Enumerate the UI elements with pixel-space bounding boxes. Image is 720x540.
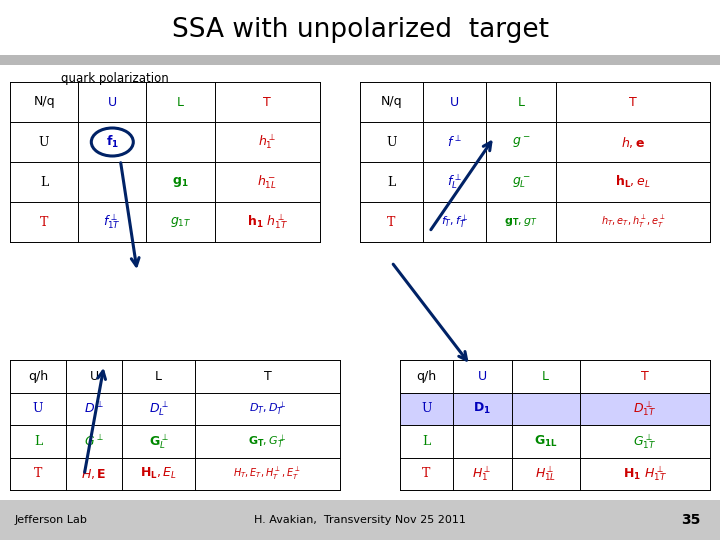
Text: L: L xyxy=(34,435,42,448)
Text: $H_T, E_T, H_T^\perp, E_T^\perp$: $H_T, E_T, H_T^\perp, E_T^\perp$ xyxy=(233,465,301,482)
Text: T: T xyxy=(422,467,431,480)
Text: $g_L^-$: $g_L^-$ xyxy=(512,174,531,190)
Text: U: U xyxy=(108,96,117,109)
Text: N/q: N/q xyxy=(33,96,55,109)
Bar xyxy=(0,500,720,540)
Text: $\mathbf{D_1}$: $\mathbf{D_1}$ xyxy=(473,401,491,416)
Bar xyxy=(0,55,720,65)
Text: $g^-$: $g^-$ xyxy=(512,134,531,150)
Text: q/h: q/h xyxy=(416,370,436,383)
Text: U: U xyxy=(33,402,43,415)
Text: $G^\perp$: $G^\perp$ xyxy=(84,434,104,449)
Text: L: L xyxy=(40,176,48,188)
Text: U: U xyxy=(477,370,487,383)
Text: T: T xyxy=(34,467,42,480)
Text: $\mathbf{G_T}, G_T^\perp$: $\mathbf{G_T}, G_T^\perp$ xyxy=(248,433,287,450)
Text: $H_1^\perp$: $H_1^\perp$ xyxy=(472,464,492,483)
Text: $\mathbf{h_L}, e_L$: $\mathbf{h_L}, e_L$ xyxy=(616,174,651,190)
Text: q/h: q/h xyxy=(28,370,48,383)
Text: L: L xyxy=(422,435,431,448)
Text: L: L xyxy=(518,96,524,109)
Text: U: U xyxy=(450,96,459,109)
Text: U: U xyxy=(39,136,50,148)
Text: $h_T, e_T, h_T^\perp, e_T^\perp$: $h_T, e_T, h_T^\perp, e_T^\perp$ xyxy=(600,214,665,230)
Text: $\mathbf{H_1}\ H_{1T}^\perp$: $\mathbf{H_1}\ H_{1T}^\perp$ xyxy=(623,464,667,483)
Text: $h_1^\perp$: $h_1^\perp$ xyxy=(258,133,276,151)
Text: $\mathbf{g_1}$: $\mathbf{g_1}$ xyxy=(172,175,189,189)
Text: $f^\perp$: $f^\perp$ xyxy=(447,134,462,150)
Text: T: T xyxy=(264,96,271,109)
Text: U: U xyxy=(421,402,431,415)
Text: $g_{1T}$: $g_{1T}$ xyxy=(170,215,192,229)
Text: $H_{1L}^\perp$: $H_{1L}^\perp$ xyxy=(535,464,557,483)
Text: $\mathbf{G}_L^\perp$: $\mathbf{G}_L^\perp$ xyxy=(148,432,168,450)
Text: $D^\perp$: $D^\perp$ xyxy=(84,401,104,416)
Text: U: U xyxy=(386,136,397,148)
Text: $h, \mathbf{e}$: $h, \mathbf{e}$ xyxy=(621,134,645,150)
Text: L: L xyxy=(387,176,395,188)
Text: T: T xyxy=(40,215,48,228)
Text: Jefferson Lab: Jefferson Lab xyxy=(15,515,88,525)
Text: T: T xyxy=(641,370,649,383)
Text: $f_{1T}^\perp$: $f_{1T}^\perp$ xyxy=(104,213,121,231)
Text: H. Avakian,  Transversity Nov 25 2011: H. Avakian, Transversity Nov 25 2011 xyxy=(254,515,466,525)
Text: $f_L^\perp$: $f_L^\perp$ xyxy=(447,173,462,191)
Text: T: T xyxy=(629,96,637,109)
Text: $\mathbf{G_{1L}}$: $\mathbf{G_{1L}}$ xyxy=(534,434,557,449)
Text: $\mathbf{g_T}, g_T$: $\mathbf{g_T}, g_T$ xyxy=(504,216,538,228)
Text: L: L xyxy=(155,370,162,383)
Text: 35: 35 xyxy=(680,513,700,527)
Text: N/q: N/q xyxy=(381,96,402,109)
Text: T: T xyxy=(264,370,271,383)
Text: L: L xyxy=(177,96,184,109)
Text: SSA with unpolarized  target: SSA with unpolarized target xyxy=(171,17,549,43)
Text: $\mathbf{f_1}$: $\mathbf{f_1}$ xyxy=(106,134,119,150)
Text: quark polarization: quark polarization xyxy=(61,72,169,85)
Text: $\mathbf{h_1}\ h_{1T}^\perp$: $\mathbf{h_1}\ h_{1T}^\perp$ xyxy=(247,213,288,231)
Text: $\mathbf{H_L}, E_L$: $\mathbf{H_L}, E_L$ xyxy=(140,466,177,481)
Text: U: U xyxy=(89,370,99,383)
Text: L: L xyxy=(542,370,549,383)
Text: $G_{1T}^\perp$: $G_{1T}^\perp$ xyxy=(634,432,657,450)
Text: $D_T, D_T^\perp$: $D_T, D_T^\perp$ xyxy=(249,400,286,417)
Text: $D_{1T}^\perp$: $D_{1T}^\perp$ xyxy=(634,400,657,418)
Text: T: T xyxy=(387,215,396,228)
Text: $D_L^\perp$: $D_L^\perp$ xyxy=(148,400,168,418)
Text: $f_T, f_T^\perp$: $f_T, f_T^\perp$ xyxy=(441,214,469,231)
Text: $h_{1L}^-$: $h_{1L}^-$ xyxy=(257,173,277,191)
Text: $H, \mathbf{E}$: $H, \mathbf{E}$ xyxy=(81,467,107,481)
Bar xyxy=(400,393,710,425)
